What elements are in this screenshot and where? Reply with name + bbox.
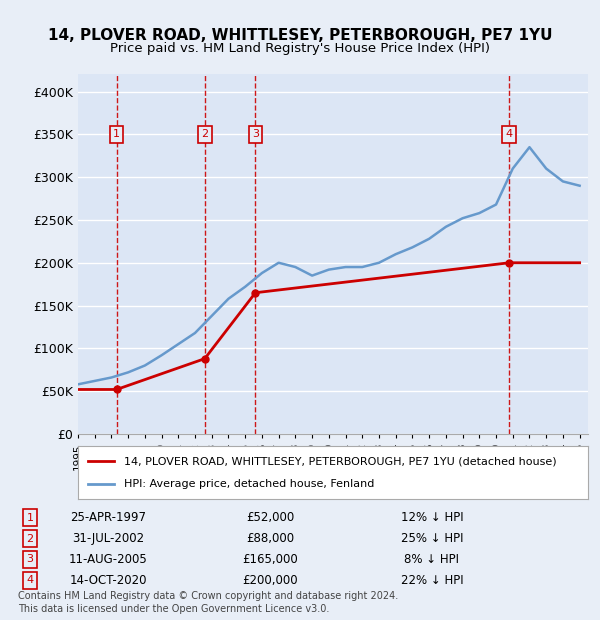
Text: Price paid vs. HM Land Registry's House Price Index (HPI): Price paid vs. HM Land Registry's House …	[110, 42, 490, 55]
Text: 14, PLOVER ROAD, WHITTLESEY, PETERBOROUGH, PE7 1YU (detached house): 14, PLOVER ROAD, WHITTLESEY, PETERBOROUG…	[124, 456, 557, 466]
Text: This data is licensed under the Open Government Licence v3.0.: This data is licensed under the Open Gov…	[18, 604, 329, 614]
Text: 11-AUG-2005: 11-AUG-2005	[68, 553, 148, 566]
Text: 1: 1	[113, 130, 120, 140]
Text: 25-APR-1997: 25-APR-1997	[70, 512, 146, 525]
Text: 2: 2	[201, 130, 208, 140]
Text: HPI: Average price, detached house, Fenland: HPI: Average price, detached house, Fenl…	[124, 479, 374, 489]
Text: £165,000: £165,000	[242, 553, 298, 566]
Text: 14-OCT-2020: 14-OCT-2020	[69, 574, 147, 587]
Text: 22% ↓ HPI: 22% ↓ HPI	[401, 574, 463, 587]
Text: 1: 1	[26, 513, 34, 523]
Text: 25% ↓ HPI: 25% ↓ HPI	[401, 532, 463, 545]
Text: 8% ↓ HPI: 8% ↓ HPI	[404, 553, 460, 566]
Text: 31-JUL-2002: 31-JUL-2002	[72, 532, 144, 545]
Text: 14, PLOVER ROAD, WHITTLESEY, PETERBOROUGH, PE7 1YU: 14, PLOVER ROAD, WHITTLESEY, PETERBOROUG…	[48, 28, 552, 43]
Text: £88,000: £88,000	[246, 532, 294, 545]
Text: 4: 4	[506, 130, 513, 140]
Text: £200,000: £200,000	[242, 574, 298, 587]
Text: 3: 3	[252, 130, 259, 140]
Text: Contains HM Land Registry data © Crown copyright and database right 2024.: Contains HM Land Registry data © Crown c…	[18, 591, 398, 601]
Text: 2: 2	[26, 534, 34, 544]
Text: 3: 3	[26, 554, 34, 564]
Text: 12% ↓ HPI: 12% ↓ HPI	[401, 512, 463, 525]
Text: 4: 4	[26, 575, 34, 585]
Text: £52,000: £52,000	[246, 512, 294, 525]
